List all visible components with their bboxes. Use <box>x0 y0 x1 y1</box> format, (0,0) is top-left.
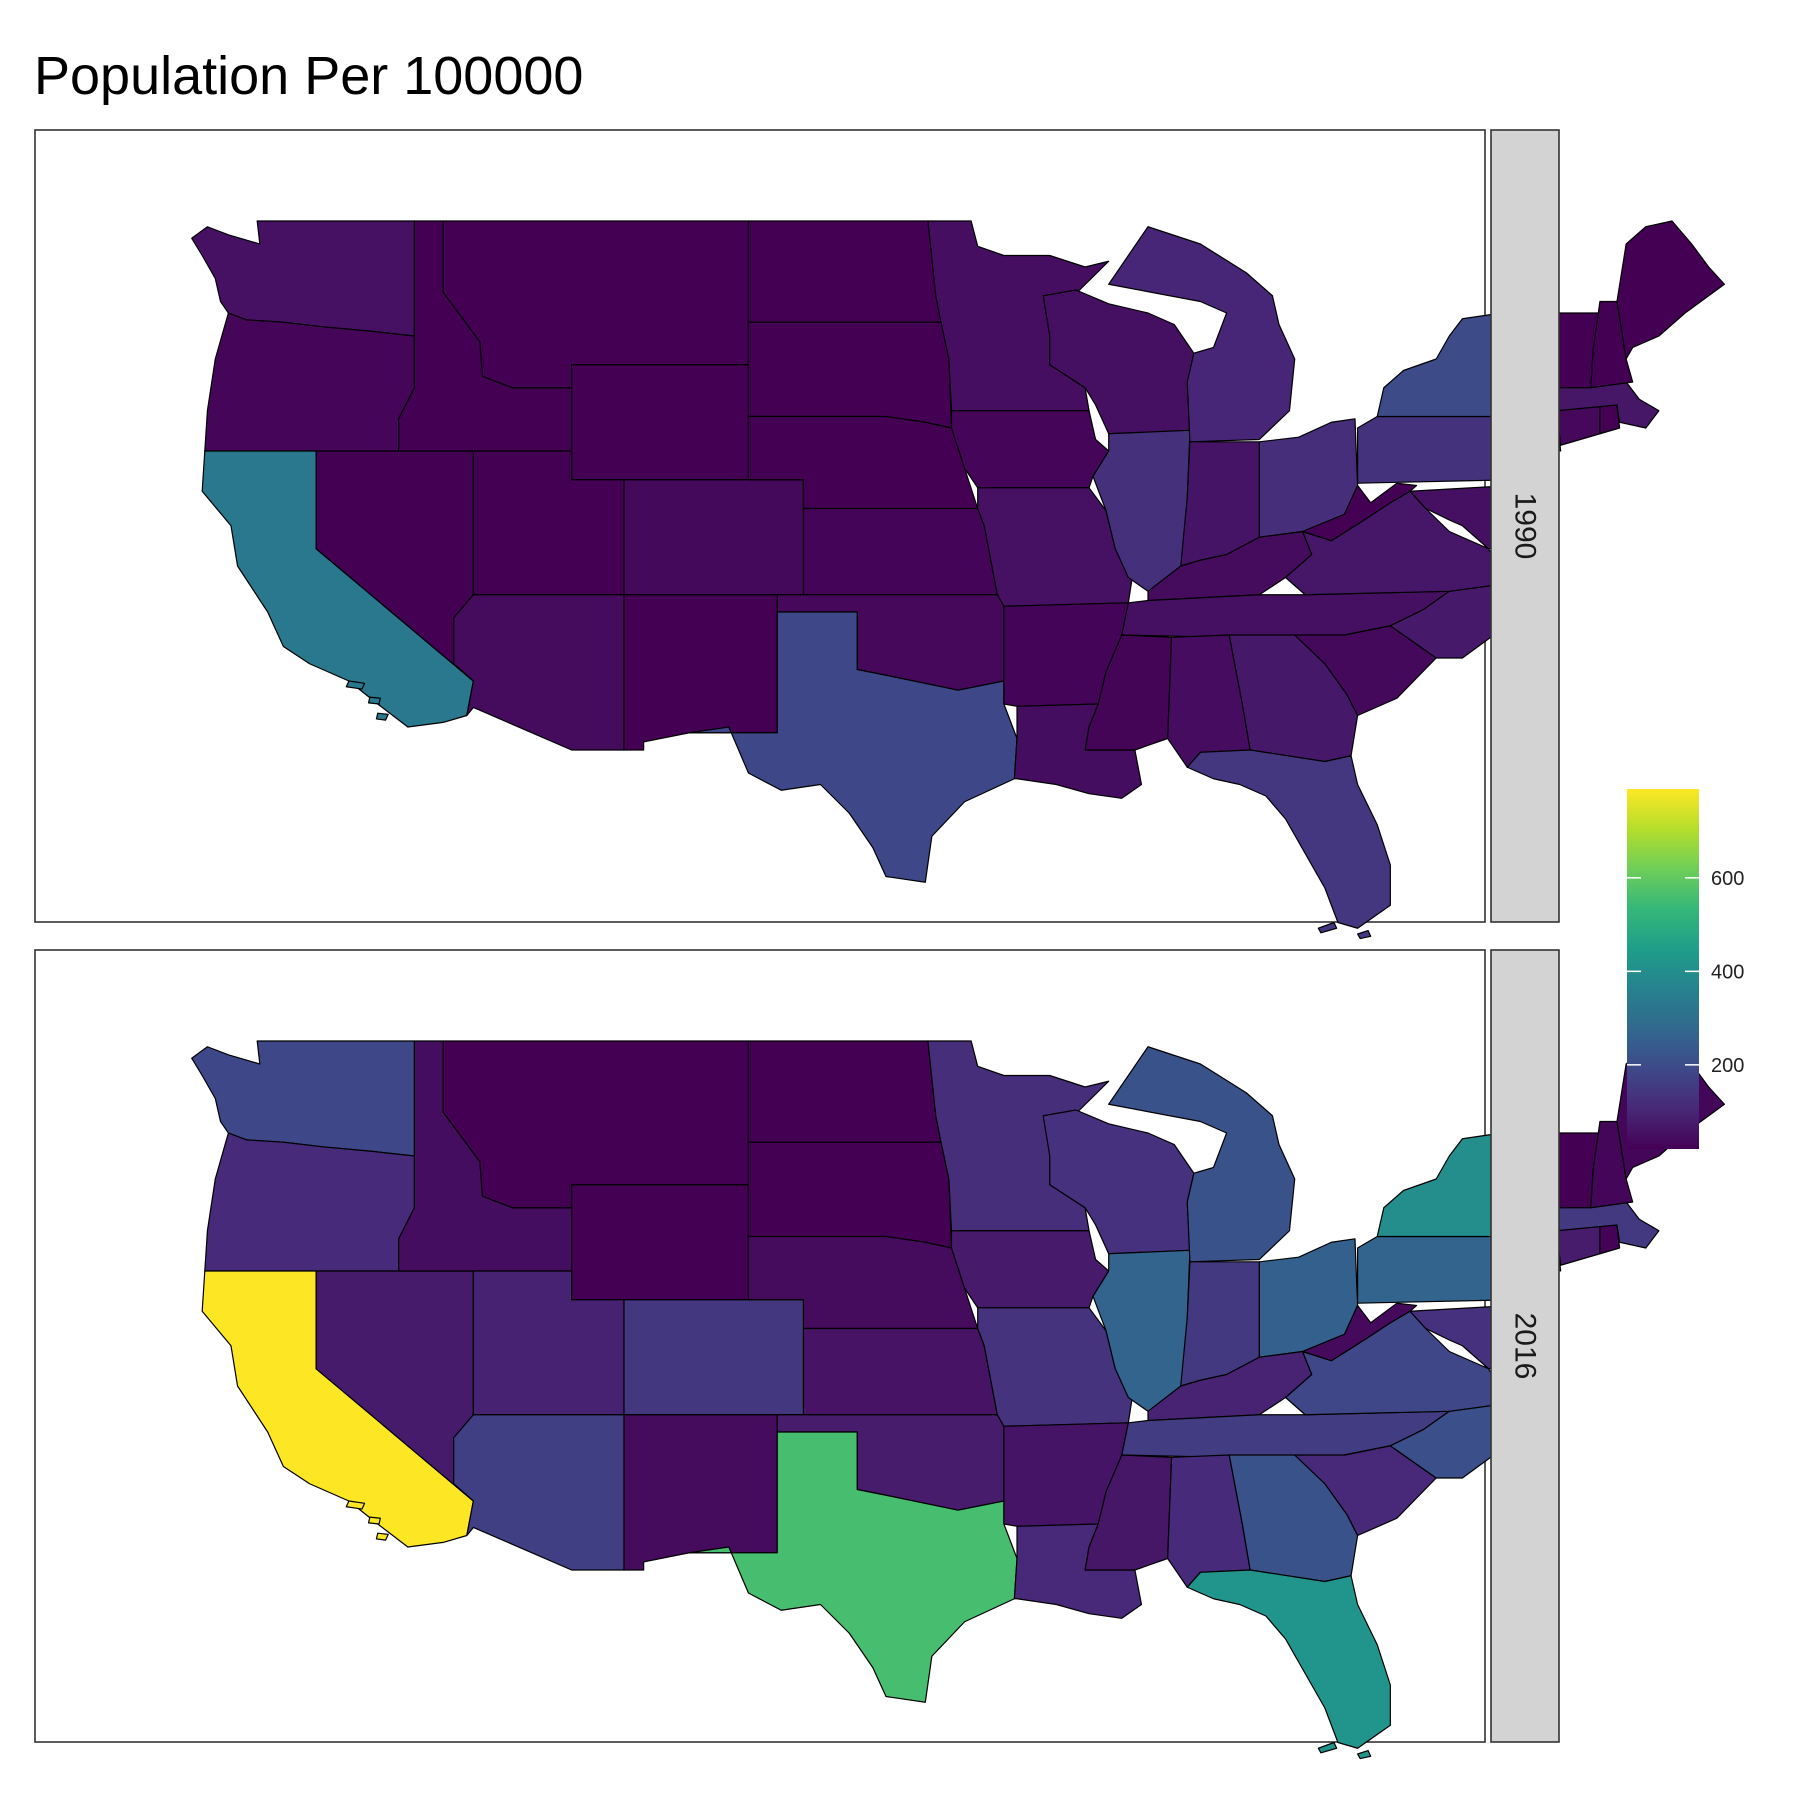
state-new-mexico <box>624 595 777 750</box>
color-legend: 200 400 600 <box>1627 789 1744 1149</box>
facet-label: 1990 <box>1509 493 1542 560</box>
island-california <box>376 1533 388 1540</box>
colorbar <box>1627 789 1699 1149</box>
colorbar-tick-label: 600 <box>1711 868 1744 890</box>
state-massachusetts <box>1557 382 1659 428</box>
state-wyoming <box>572 365 749 480</box>
state-mississippi <box>1085 635 1171 750</box>
state-connecticut <box>1557 405 1600 445</box>
state-montana <box>443 1041 748 1208</box>
us-map <box>192 1041 1725 1759</box>
island-california <box>346 681 364 689</box>
state-west-virginia <box>1303 483 1417 541</box>
island-florida <box>1358 931 1371 939</box>
state-florida <box>1187 750 1390 928</box>
state-massachusetts <box>1557 1202 1659 1248</box>
facet-label: 2016 <box>1509 1313 1542 1380</box>
island-california <box>369 1517 381 1524</box>
state-iowa <box>951 411 1108 488</box>
state-montana <box>443 221 748 388</box>
state-new-mexico <box>624 1415 777 1570</box>
state-west-virginia <box>1303 1303 1417 1361</box>
facet-strip <box>1490 129 1560 923</box>
us-map <box>192 221 1725 939</box>
facet-panel-2016: 2016 <box>34 949 1725 1759</box>
state-maine <box>1617 221 1724 359</box>
state-michigan <box>1109 227 1295 442</box>
facet-panel-1990: 1990 <box>34 129 1725 939</box>
island-florida <box>1318 923 1336 933</box>
state-south-dakota <box>748 1142 951 1248</box>
state-nebraska <box>748 417 977 509</box>
island-california <box>376 713 388 720</box>
state-texas <box>690 1432 1017 1702</box>
island-california <box>346 1501 364 1509</box>
state-south-dakota <box>748 322 951 428</box>
state-mississippi <box>1085 1455 1171 1570</box>
state-rhode-island <box>1600 1225 1620 1254</box>
state-north-dakota <box>748 221 941 322</box>
facet-panels: 1990 2016 <box>34 129 1725 1759</box>
state-colorado <box>624 1300 803 1415</box>
state-oregon <box>205 1133 415 1271</box>
state-colorado <box>624 480 803 595</box>
state-michigan <box>1109 1047 1295 1262</box>
state-kansas <box>803 509 997 595</box>
colorbar-tick-label: 200 <box>1711 1055 1744 1077</box>
state-florida <box>1187 1570 1390 1748</box>
colorbar-tick-label: 400 <box>1711 961 1744 983</box>
state-connecticut <box>1557 1225 1600 1265</box>
state-oregon <box>205 313 415 451</box>
facet-strip <box>1490 949 1560 1743</box>
island-california <box>369 697 381 704</box>
state-nebraska <box>748 1237 977 1329</box>
state-north-dakota <box>748 1041 941 1142</box>
island-florida <box>1358 1751 1371 1759</box>
state-wyoming <box>572 1185 749 1300</box>
state-rhode-island <box>1600 405 1620 434</box>
state-iowa <box>951 1231 1108 1308</box>
island-florida <box>1318 1743 1336 1753</box>
state-texas <box>690 612 1017 882</box>
state-kansas <box>803 1329 997 1415</box>
chart-title: Population Per 100000 <box>34 46 583 106</box>
